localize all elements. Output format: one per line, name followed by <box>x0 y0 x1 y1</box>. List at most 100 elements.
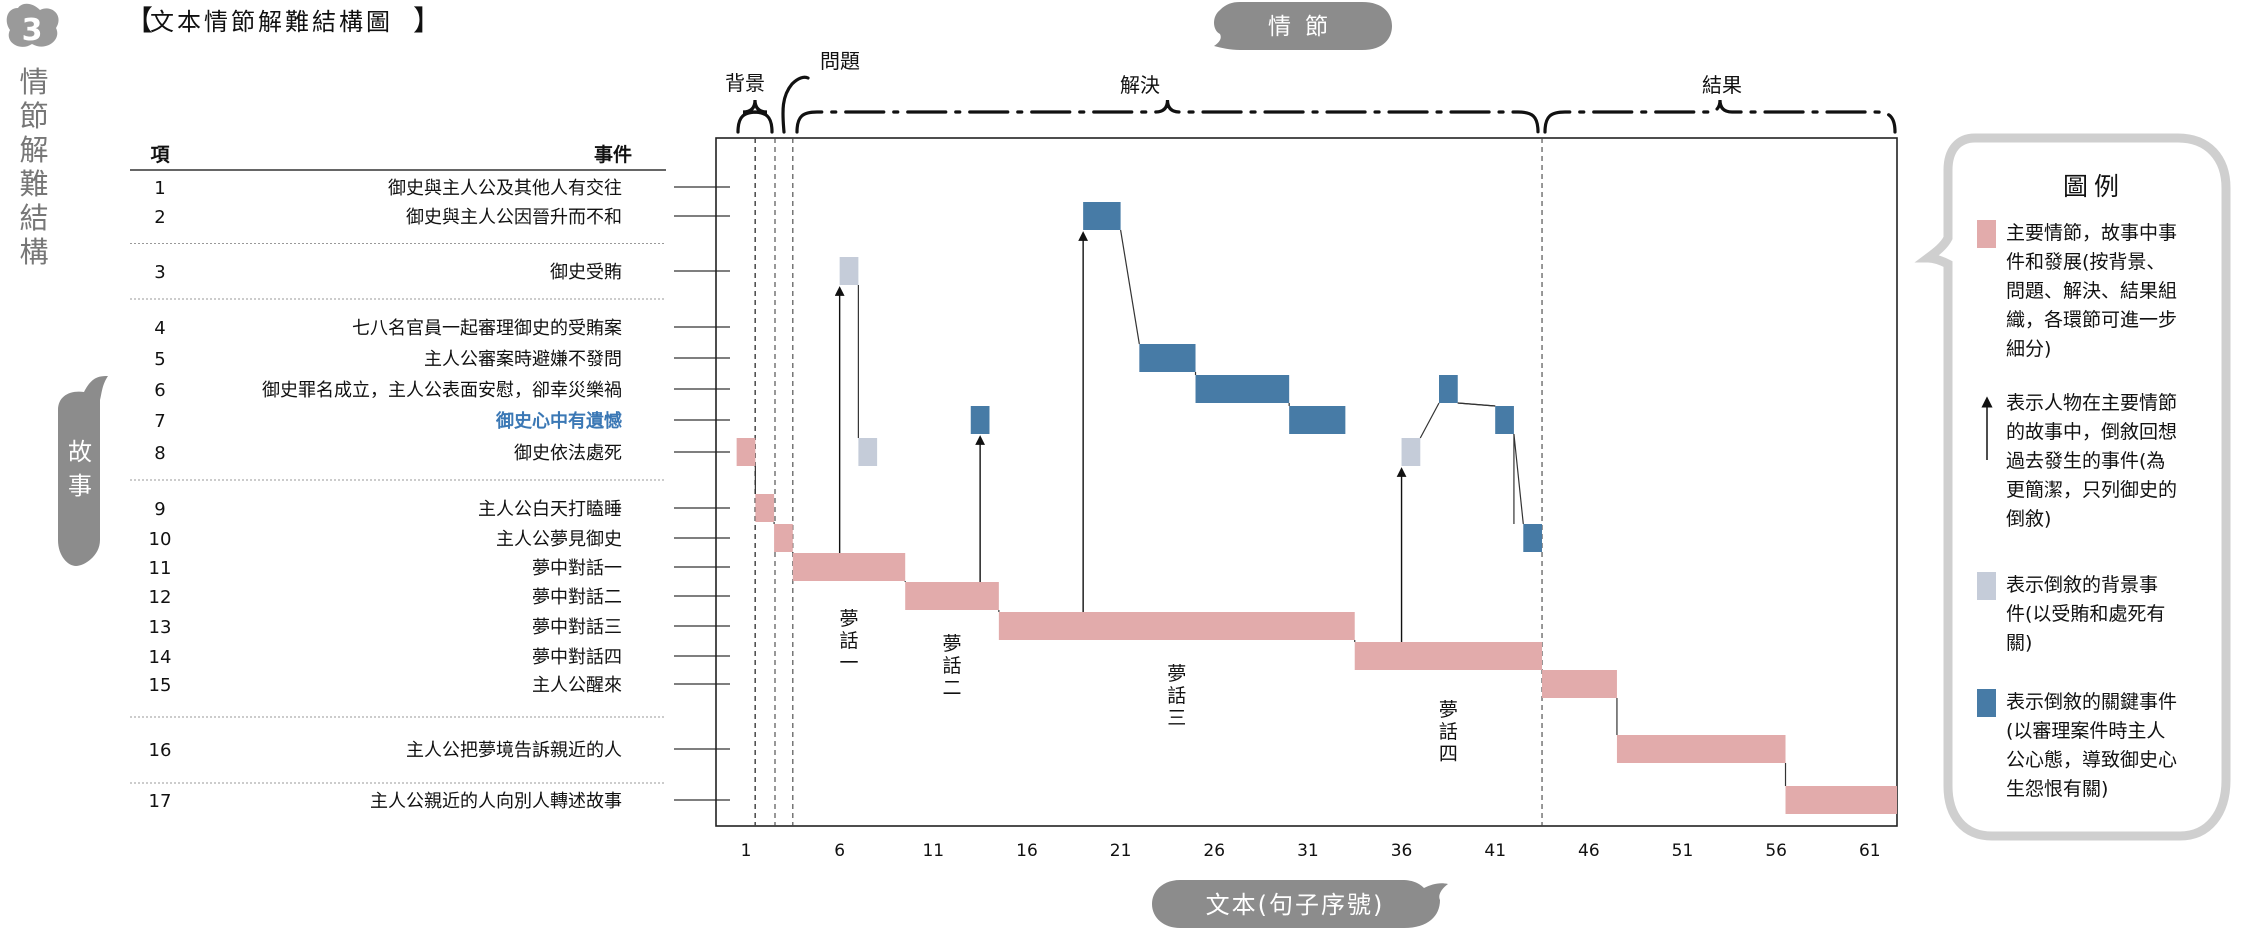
dream-label: 夢話一 <box>840 608 859 674</box>
legend-text: 織，各環節可進一步 <box>2006 309 2177 331</box>
legend-text: 件和發展(按背景、 <box>2006 251 2165 273</box>
row-index: 5 <box>154 349 165 370</box>
dream-label: 夢話三 <box>1167 663 1186 729</box>
legend-text: 的故事中，倒敘回想 <box>2006 421 2177 443</box>
row-event: 御史罪名成立，主人公表面安慰，卻幸災樂禍 <box>262 380 622 401</box>
legend-bubble <box>1914 133 2231 841</box>
flashback-connector <box>1120 229 1140 345</box>
x-tick-label: 21 <box>1110 841 1132 861</box>
legend-swatch <box>1977 689 1996 717</box>
row-index: 1 <box>154 178 165 199</box>
row-index: 4 <box>154 318 165 339</box>
row-index: 6 <box>154 380 165 401</box>
row-event: 御史與主人公及其他人有交往 <box>388 178 622 199</box>
key-flashback-bar <box>1495 406 1514 434</box>
table-row: 3 御史受賄 <box>154 262 730 283</box>
number-badge-icon <box>6 3 59 47</box>
row-index: 15 <box>149 675 172 696</box>
x-tick-label: 36 <box>1391 841 1413 861</box>
flashback-connector <box>1419 402 1440 439</box>
x-tick-label: 26 <box>1203 841 1225 861</box>
main-plot-bar <box>755 494 775 522</box>
row-event: 主人公把夢境告訴親近的人 <box>406 740 622 761</box>
row-index: 13 <box>149 617 172 638</box>
row-event: 七八名官員一起審理御史的受賄案 <box>352 318 622 339</box>
table-row: 9 主人公白天打瞌睡 <box>154 499 730 520</box>
row-index: 14 <box>149 647 172 668</box>
table-row: 8 御史依法處死 <box>154 443 730 464</box>
dream-label: 夢話四 <box>1439 699 1458 765</box>
key-flashback-bar <box>1083 202 1121 230</box>
legend-text: 表示倒敘的關鍵事件 <box>2006 691 2177 713</box>
x-tick-label: 31 <box>1297 841 1319 861</box>
table-row: 13 夢中對話三 <box>149 617 730 638</box>
row-event: 御史依法處死 <box>514 443 622 464</box>
legend-text: 問題、解決、結果組 <box>2006 280 2177 302</box>
key-flashback-bar <box>1439 375 1458 403</box>
page-title-bracket-right: 】 <box>413 4 441 37</box>
plot-bubble-label: 情節 <box>1268 14 1342 40</box>
section-label: 問題 <box>820 49 860 73</box>
row-index: 3 <box>154 262 165 283</box>
legend-text: 表示人物在主要情節 <box>2006 392 2177 414</box>
table-row: 11 夢中對話一 <box>149 558 730 579</box>
page-title-bracket-left: 【 <box>125 4 153 37</box>
x-tick-label: 51 <box>1672 841 1694 861</box>
row-index: 7 <box>154 411 165 432</box>
number-badge: 3 <box>22 13 43 48</box>
row-event: 御史受賄 <box>550 262 622 283</box>
table-row: 4 七八名官員一起審理御史的受賄案 <box>154 318 730 339</box>
key-flashback-bar <box>970 406 990 434</box>
row-event: 御史與主人公因晉升而不和 <box>406 207 622 228</box>
x-tick-label: 1 <box>741 841 752 861</box>
text-bubble: 文本(句子序號) <box>1152 880 1448 928</box>
row-event: 主人公醒來 <box>532 675 622 696</box>
section-label: 結果 <box>1702 73 1742 97</box>
x-tick-label: 41 <box>1484 841 1506 861</box>
table-row: 2 御史與主人公因晉升而不和 <box>154 207 730 228</box>
row-event: 主人公夢見御史 <box>496 529 622 550</box>
section-label: 背景 <box>725 71 765 95</box>
table-row: 5 主人公審案時避嫌不發問 <box>154 349 730 370</box>
events-table: 項 事件 1 御史與主人公及其他人有交往 2 御史與主人公因晉升而不和 3 御史受賄 4 七八… <box>130 143 730 812</box>
section-brace: 背景 <box>725 71 774 134</box>
x-tick-label: 11 <box>922 841 944 861</box>
legend-text: 倒敘) <box>2006 508 2051 530</box>
row-event: 主人公白天打瞌睡 <box>478 499 622 520</box>
row-event: 主人公審案時避嫌不發問 <box>424 349 622 370</box>
main-plot-bar <box>774 524 793 552</box>
x-tick-label: 46 <box>1578 841 1600 861</box>
legend-text: 生怨恨有關) <box>2006 778 2108 800</box>
col-header-index: 項 <box>150 144 170 166</box>
main-plot-bar <box>1354 642 1543 670</box>
row-index: 12 <box>149 587 172 608</box>
row-event: 御史心中有遺憾 <box>495 410 622 432</box>
main-plot-bar <box>1542 670 1617 698</box>
main-plot-bar <box>736 438 756 466</box>
key-flashback-bar <box>1195 375 1290 403</box>
table-row: 7 御史心中有遺憾 <box>154 410 730 432</box>
table-row: 17 主人公親近的人向別人轉述故事 <box>149 791 730 812</box>
row-index: 17 <box>149 791 172 812</box>
main-plot-bar <box>1785 786 1897 814</box>
row-event: 主人公親近的人向別人轉述故事 <box>370 791 622 812</box>
text-bubble-label: 文本(句子序號) <box>1206 891 1385 919</box>
background-flashback-bar <box>858 438 878 466</box>
legend-text: 表示倒敘的背景事 <box>2006 574 2158 596</box>
row-index: 16 <box>149 740 172 761</box>
section-brace: 解決 <box>795 73 1540 134</box>
legend-text: 關) <box>2006 632 2032 654</box>
col-header-event: 事件 <box>594 143 632 166</box>
row-index: 9 <box>154 499 165 520</box>
legend-text: (以審理案件時主人 <box>2006 720 2165 742</box>
legend-swatch <box>1977 220 1996 248</box>
key-flashback-bar <box>1289 406 1346 434</box>
row-index: 8 <box>154 443 165 464</box>
row-index: 2 <box>154 207 165 228</box>
table-row: 16 主人公把夢境告訴親近的人 <box>149 740 730 761</box>
